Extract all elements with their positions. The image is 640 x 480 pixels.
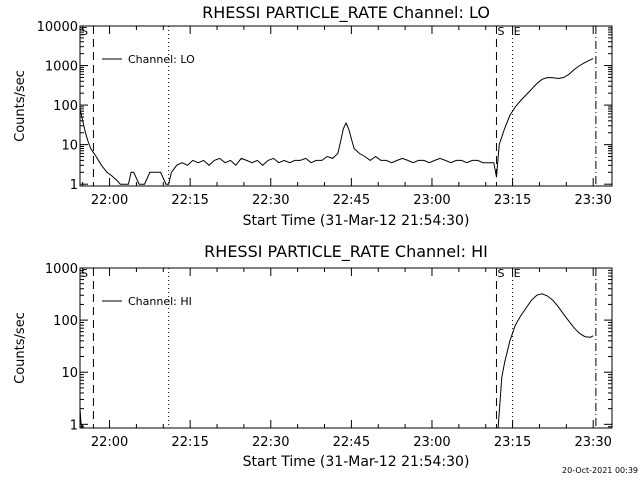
- panel1-title: RHESSI PARTICLE_RATE Channel: LO: [202, 3, 490, 23]
- panel1-xtick-label: 22:15: [171, 193, 208, 208]
- panel1-ytick-label: 10: [61, 139, 78, 154]
- panel2-title: RHESSI PARTICLE_RATE Channel: HI: [204, 242, 488, 262]
- panel1-ytick-label: 1000: [45, 60, 78, 75]
- panel2-series-line: [79, 293, 594, 429]
- panel2-x-axis-label: Start Time (31-Mar-12 21:54:30): [243, 454, 470, 470]
- panel1-xtick-label: 23:30: [574, 193, 611, 208]
- panel1-xtick-label: 23:15: [494, 193, 531, 208]
- panel1-plot-frame: [79, 25, 613, 187]
- panel2-ytick-label: 10: [61, 366, 78, 381]
- panel2-xtick-label: 22:30: [252, 435, 289, 450]
- panel2-xtick-label: 23:30: [574, 435, 611, 450]
- panel1-legend-label: Channel: LO: [128, 53, 195, 66]
- panel2-xtick-label: 22:45: [333, 435, 370, 450]
- panel1-xtick-label: 22:30: [252, 193, 289, 208]
- panel1-marker-s: S: [81, 25, 88, 38]
- panel2-marker-s: S: [497, 267, 504, 280]
- panel2-ytick-label: 1000: [45, 262, 78, 277]
- panel2-marker-s: S: [81, 267, 88, 280]
- panel1-series-line: [79, 58, 594, 185]
- panel1-ytick-label: 1: [70, 178, 78, 193]
- panel2-xtick-label: 23:00: [413, 435, 450, 450]
- panel1-marker-s: S: [497, 25, 504, 38]
- panel2-ytick-label: 1: [70, 418, 78, 433]
- panel2-xtick-label: 22:15: [171, 435, 208, 450]
- panel1-xtick-label: 22:45: [333, 193, 370, 208]
- panel1-xtick-label: 23:00: [413, 193, 450, 208]
- panel1-marker-e: E: [514, 25, 521, 38]
- panel2-legend-label: Channel: HI: [128, 295, 192, 308]
- panel1-ytick-label: 10000: [37, 20, 78, 35]
- panel1-xtick-label: 22:00: [91, 193, 128, 208]
- panel2-xtick-label: 23:15: [494, 435, 531, 450]
- panel2-xtick-label: 22:00: [91, 435, 128, 450]
- panel2-plot-frame: [79, 267, 613, 429]
- timestamp-stamp: 20-Oct-2021 00:39: [562, 466, 638, 475]
- panel2-marker-e: E: [514, 267, 521, 280]
- panel1-ytick-label: 100: [53, 99, 78, 114]
- panel2-ytick-label: 100: [53, 314, 78, 329]
- panel1-y-axis-label: Counts/sec: [13, 70, 28, 142]
- panel2-y-axis-label: Counts/sec: [13, 312, 28, 384]
- panel1-x-axis-label: Start Time (31-Mar-12 21:54:30): [243, 213, 470, 229]
